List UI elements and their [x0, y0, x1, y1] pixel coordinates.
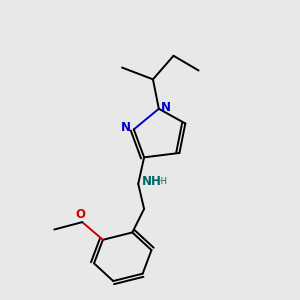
Text: ·H: ·H	[158, 177, 167, 186]
Text: O: O	[76, 208, 86, 221]
Text: NH: NH	[142, 175, 161, 188]
Text: N: N	[161, 101, 171, 114]
Text: N: N	[121, 122, 130, 134]
